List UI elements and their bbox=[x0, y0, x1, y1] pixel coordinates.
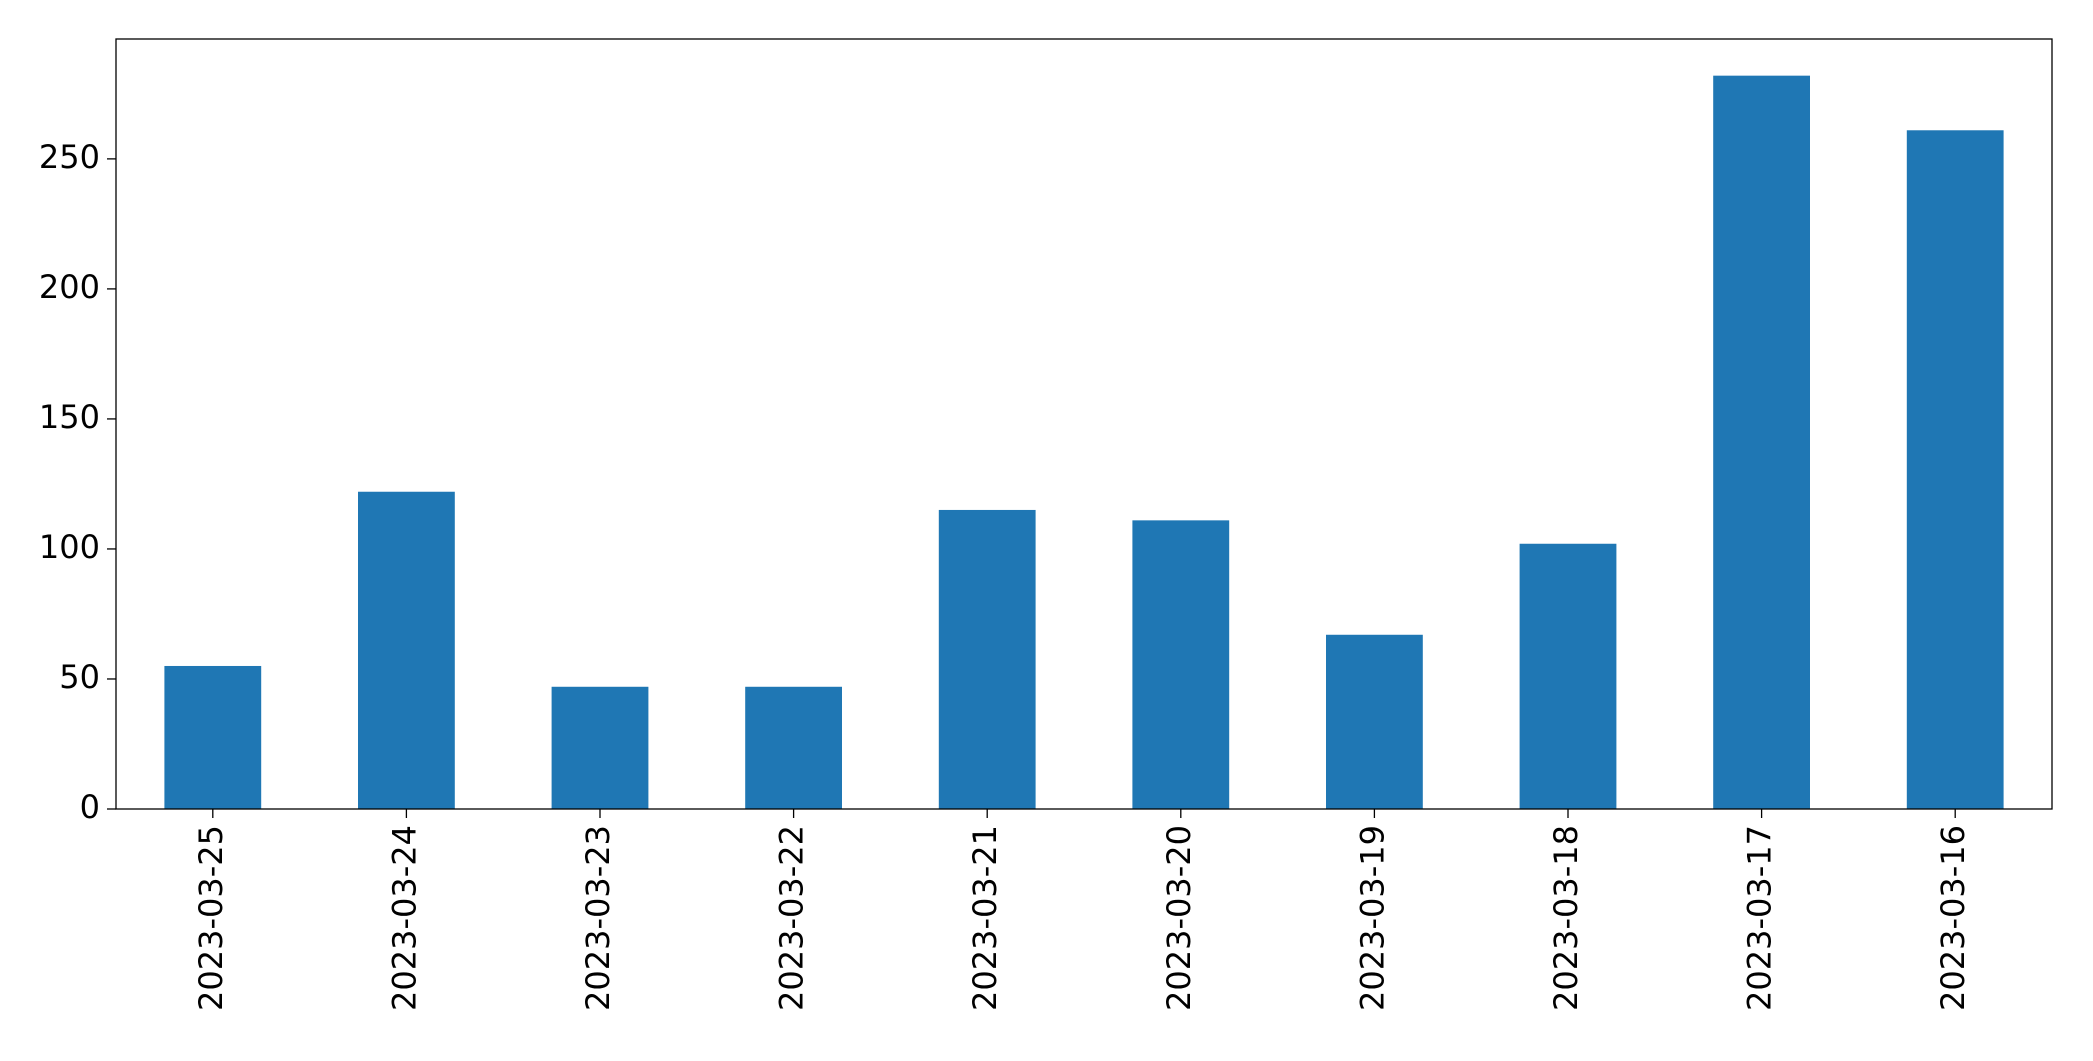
bar bbox=[358, 491, 455, 809]
bar bbox=[1713, 75, 1810, 809]
bar bbox=[1326, 634, 1423, 809]
bar bbox=[164, 665, 262, 809]
x-tick-label: 2023-03-23 bbox=[579, 825, 617, 1011]
y-tick-label: 100 bbox=[39, 528, 100, 566]
plot-frame bbox=[115, 38, 2053, 810]
bar bbox=[1519, 543, 1617, 809]
x-tick-label: 2023-03-16 bbox=[1934, 825, 1972, 1011]
bar bbox=[1132, 520, 1230, 809]
bar bbox=[1906, 130, 2004, 809]
x-tick-label: 2023-03-24 bbox=[385, 825, 423, 1011]
x-tick-label: 2023-03-22 bbox=[773, 825, 811, 1011]
y-tick-label: 150 bbox=[39, 398, 100, 436]
bar bbox=[551, 686, 649, 809]
x-tick-label: 2023-03-21 bbox=[966, 825, 1004, 1011]
y-tick-label: 250 bbox=[39, 138, 100, 176]
bar bbox=[938, 509, 1036, 809]
y-tick-label: 200 bbox=[39, 268, 100, 306]
x-tick-label: 2023-03-20 bbox=[1160, 825, 1198, 1011]
x-tick-label: 2023-03-18 bbox=[1547, 825, 1585, 1011]
x-tick-label: 2023-03-19 bbox=[1353, 825, 1391, 1011]
y-tick-label: 50 bbox=[59, 658, 100, 696]
x-tick-label: 2023-03-25 bbox=[192, 825, 230, 1011]
bar bbox=[745, 686, 842, 809]
y-tick-label: 0 bbox=[80, 788, 100, 826]
x-tick-label: 2023-03-17 bbox=[1741, 825, 1779, 1011]
